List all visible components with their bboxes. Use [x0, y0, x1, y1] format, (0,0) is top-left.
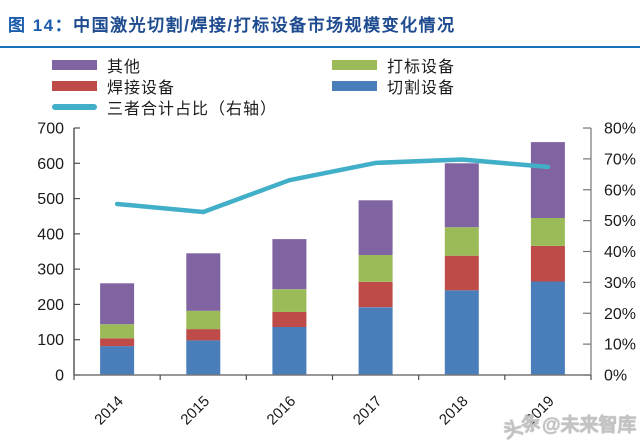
figure-title: 中国激光切割/焊接/打标设备市场规模变化情况	[73, 16, 456, 35]
legend-label-marking: 打标设备	[387, 59, 456, 76]
legend-label-others: 其他	[107, 59, 142, 76]
svg-text:2014: 2014	[91, 393, 127, 429]
svg-text:200: 200	[37, 297, 64, 314]
svg-text:60%: 60%	[604, 182, 636, 199]
svg-text:300: 300	[37, 262, 64, 279]
svg-text:100: 100	[37, 332, 64, 349]
title-divider-rule	[0, 46, 640, 48]
svg-text:10%: 10%	[604, 337, 636, 354]
svg-text:80%: 80%	[604, 121, 636, 138]
svg-text:600: 600	[37, 156, 64, 173]
others-swatch-icon	[52, 60, 97, 70]
legend-item-others: 其他	[52, 56, 142, 76]
legend-item-marking: 打标设备	[332, 56, 456, 76]
watermark: 头条@未来智库	[501, 410, 637, 443]
legend-label-welding: 焊接设备	[107, 80, 176, 97]
figure-number-label: 图 14：	[8, 16, 74, 35]
svg-text:70%: 70%	[604, 151, 636, 168]
legend-label-cutting: 切割设备	[387, 80, 456, 97]
axes: 0 100 200 300 400 500 600 700 0% 10% 20% 30% 40% 50% 6…	[37, 121, 636, 385]
legend-item-share-line: 三者合计占比（右轴）	[52, 98, 278, 118]
svg-text:400: 400	[37, 226, 64, 243]
x-axis-labels: 2014 2015 2016 2017 2018 2019	[91, 393, 557, 429]
svg-text:0%: 0%	[604, 368, 627, 385]
market-size-chart: 0 100 200 300 400 500 600 700 0% 10% 20% 30% 40% 50% 6…	[37, 121, 636, 429]
svg-text:700: 700	[37, 121, 64, 138]
svg-text:2017: 2017	[350, 393, 386, 429]
svg-text:2016: 2016	[264, 393, 300, 429]
figure-caption: 图 14：中国激光切割/焊接/打标设备市场规模变化情况	[8, 11, 456, 36]
welding-swatch-icon	[52, 81, 97, 91]
svg-text:20%: 20%	[604, 306, 636, 323]
svg-text:2018: 2018	[436, 393, 472, 429]
svg-text:50%: 50%	[604, 213, 636, 230]
marking-swatch-icon	[332, 60, 377, 70]
watermark-handle-text: @未来智库	[542, 415, 637, 436]
legend-item-welding: 焊接设备	[52, 77, 176, 97]
cutting-swatch-icon	[332, 81, 377, 91]
legend-item-cutting: 切割设备	[332, 77, 456, 97]
svg-text:2015: 2015	[177, 393, 213, 429]
stacked-bars	[100, 142, 565, 375]
svg-text:500: 500	[37, 191, 64, 208]
svg-text:40%: 40%	[604, 244, 636, 261]
share-line	[114, 157, 551, 215]
svg-text:0: 0	[55, 368, 64, 385]
svg-text:30%: 30%	[604, 275, 636, 292]
legend-label-share: 三者合计占比（右轴）	[107, 101, 278, 118]
share-line-swatch-icon	[52, 104, 97, 110]
